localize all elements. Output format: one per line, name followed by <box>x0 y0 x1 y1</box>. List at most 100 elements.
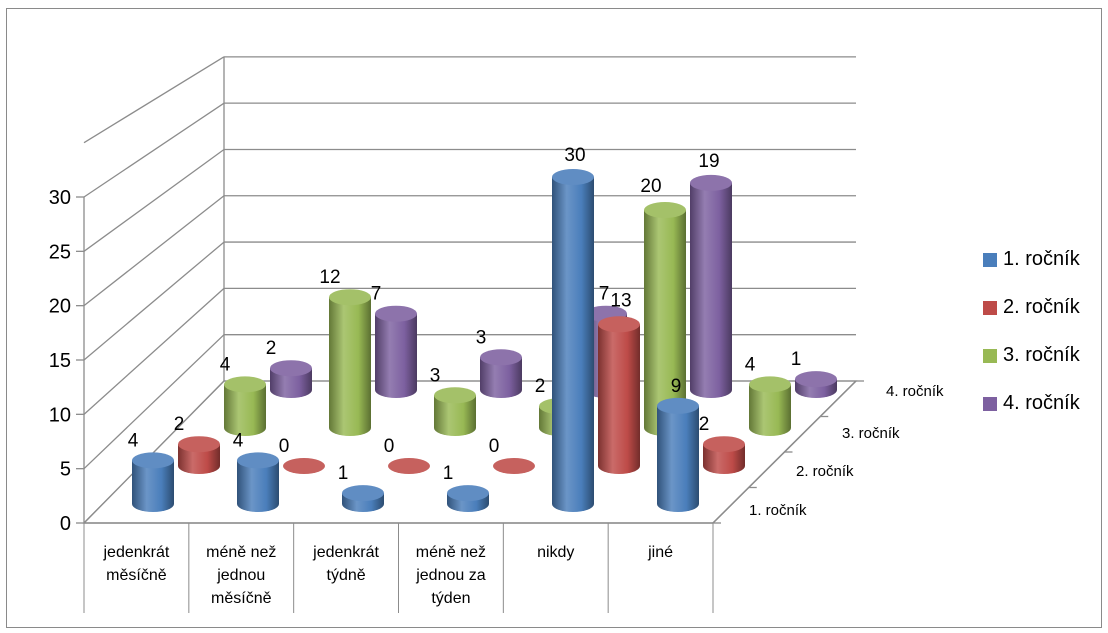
legend-swatch-4 <box>983 396 997 411</box>
bar-cylinder-top <box>224 376 266 393</box>
bar-cylinder-top <box>493 458 535 474</box>
bar-cylinder-top <box>644 202 686 218</box>
legend-item-4: 4. ročník <box>983 392 1080 414</box>
bar-cylinder <box>224 384 266 436</box>
data-label: 3 <box>476 327 487 348</box>
category-label: jednou za <box>415 567 485 584</box>
side-gridline <box>83 287 225 415</box>
side-gridline <box>83 102 225 198</box>
data-label: 20 <box>640 176 661 197</box>
data-label: 7 <box>599 284 610 305</box>
bar-cylinder <box>690 182 732 398</box>
bar-cylinder-top <box>388 458 430 474</box>
side-gridline <box>83 56 225 144</box>
bar-cylinder-top <box>480 349 522 366</box>
legend-swatch-2 <box>983 300 997 315</box>
bar-cylinder <box>657 405 699 512</box>
bar-cylinder-top <box>132 452 174 469</box>
legend-label-3: 3. ročník <box>1003 344 1080 366</box>
y-tick-label: 25 <box>49 241 71 263</box>
legend-item-1: 1. ročník <box>983 248 1080 270</box>
y-tick-label: 20 <box>49 296 71 318</box>
data-label: 12 <box>319 267 340 288</box>
legend-swatch-1 <box>983 252 997 267</box>
data-label: 2 <box>266 338 277 359</box>
bar-cylinder-top <box>237 452 279 469</box>
side-gridline <box>83 241 225 361</box>
data-label: 2 <box>535 376 546 397</box>
legend-label-4: 4. ročník <box>1003 392 1080 414</box>
category-label: jiné <box>647 544 673 561</box>
category-label: nikdy <box>537 544 574 561</box>
data-label: 1 <box>338 463 349 484</box>
bar-cylinder-top <box>434 387 476 404</box>
side-gridline <box>83 148 225 252</box>
data-label: 3 <box>430 365 441 386</box>
category-label: jedenkrát <box>103 544 170 561</box>
y-tick-label: 10 <box>49 404 71 426</box>
data-label: 13 <box>610 290 631 311</box>
bar-cylinder-top <box>657 397 699 414</box>
depth-axis-label: 2. ročník <box>796 463 854 480</box>
legend-item-2: 2. ročník <box>983 296 1080 318</box>
bar-cylinder <box>552 177 594 512</box>
category-label: jednou <box>216 567 265 584</box>
category-label: méně než <box>206 544 276 561</box>
bar-cylinder-top <box>749 376 791 393</box>
bar-cylinder <box>329 297 371 436</box>
bar-cylinder <box>237 460 279 512</box>
data-label: 4 <box>745 354 756 375</box>
chart-frame: 0 5 10 15 20 25 30 jedenkrát měsíčně méně než jedn… <box>6 8 1102 628</box>
data-label: 0 <box>279 436 290 457</box>
y-tick-label: 15 <box>49 350 71 372</box>
bar-cylinder-top <box>329 289 371 306</box>
legend-label-2: 2. ročník <box>1003 296 1080 318</box>
data-label: 9 <box>671 376 682 397</box>
bar-cylinder <box>270 368 312 398</box>
legend-swatch-3 <box>983 348 997 363</box>
bar-cylinder-top <box>703 436 745 453</box>
data-label: 2 <box>174 414 185 435</box>
side-gridline <box>83 334 225 470</box>
bar-cylinder-top <box>283 458 325 474</box>
bar-cylinder-top <box>270 360 312 377</box>
bar-cylinder <box>598 324 640 474</box>
side-gridline <box>83 195 225 307</box>
data-label: 4 <box>128 430 139 451</box>
data-label: 30 <box>564 145 585 166</box>
bar-cylinder <box>480 357 522 398</box>
bar-cylinder <box>644 210 686 436</box>
legend-item-3: 3. ročník <box>983 344 1080 366</box>
bar-cylinder-top <box>375 305 417 322</box>
category-label: týdně <box>327 567 366 584</box>
bar-cylinder <box>749 384 791 436</box>
bar-cylinder <box>178 444 220 474</box>
data-label: 7 <box>371 284 382 305</box>
bar-cylinder-top <box>342 485 384 502</box>
y-tick-label: 5 <box>60 459 71 481</box>
bar-cylinder-top <box>598 316 640 333</box>
bar-cylinder <box>375 313 417 398</box>
y-tick-label: 30 <box>49 187 71 209</box>
bar-cylinder <box>132 460 174 512</box>
data-label: 1 <box>791 349 802 370</box>
legend-label-1: 1. ročník <box>1003 248 1080 270</box>
data-label: 0 <box>489 436 500 457</box>
category-label: týden <box>431 590 470 607</box>
category-label: jedenkrát <box>312 544 379 561</box>
bar-cylinder-top <box>795 371 837 388</box>
category-label: méně než <box>416 544 486 561</box>
bar-cylinder <box>703 444 745 474</box>
data-label: 4 <box>220 354 231 375</box>
y-tick-label: 0 <box>60 513 71 535</box>
data-label: 4 <box>233 430 244 451</box>
depth-axis-label: 1. ročník <box>749 502 807 519</box>
bar-cylinder-top <box>690 174 732 191</box>
data-label: 19 <box>698 151 719 172</box>
bar-cylinder-top <box>447 485 489 502</box>
bar-cylinder <box>434 395 476 436</box>
data-label: 1 <box>443 463 454 484</box>
data-label: 2 <box>699 414 710 435</box>
category-label: měsíčně <box>211 590 272 607</box>
